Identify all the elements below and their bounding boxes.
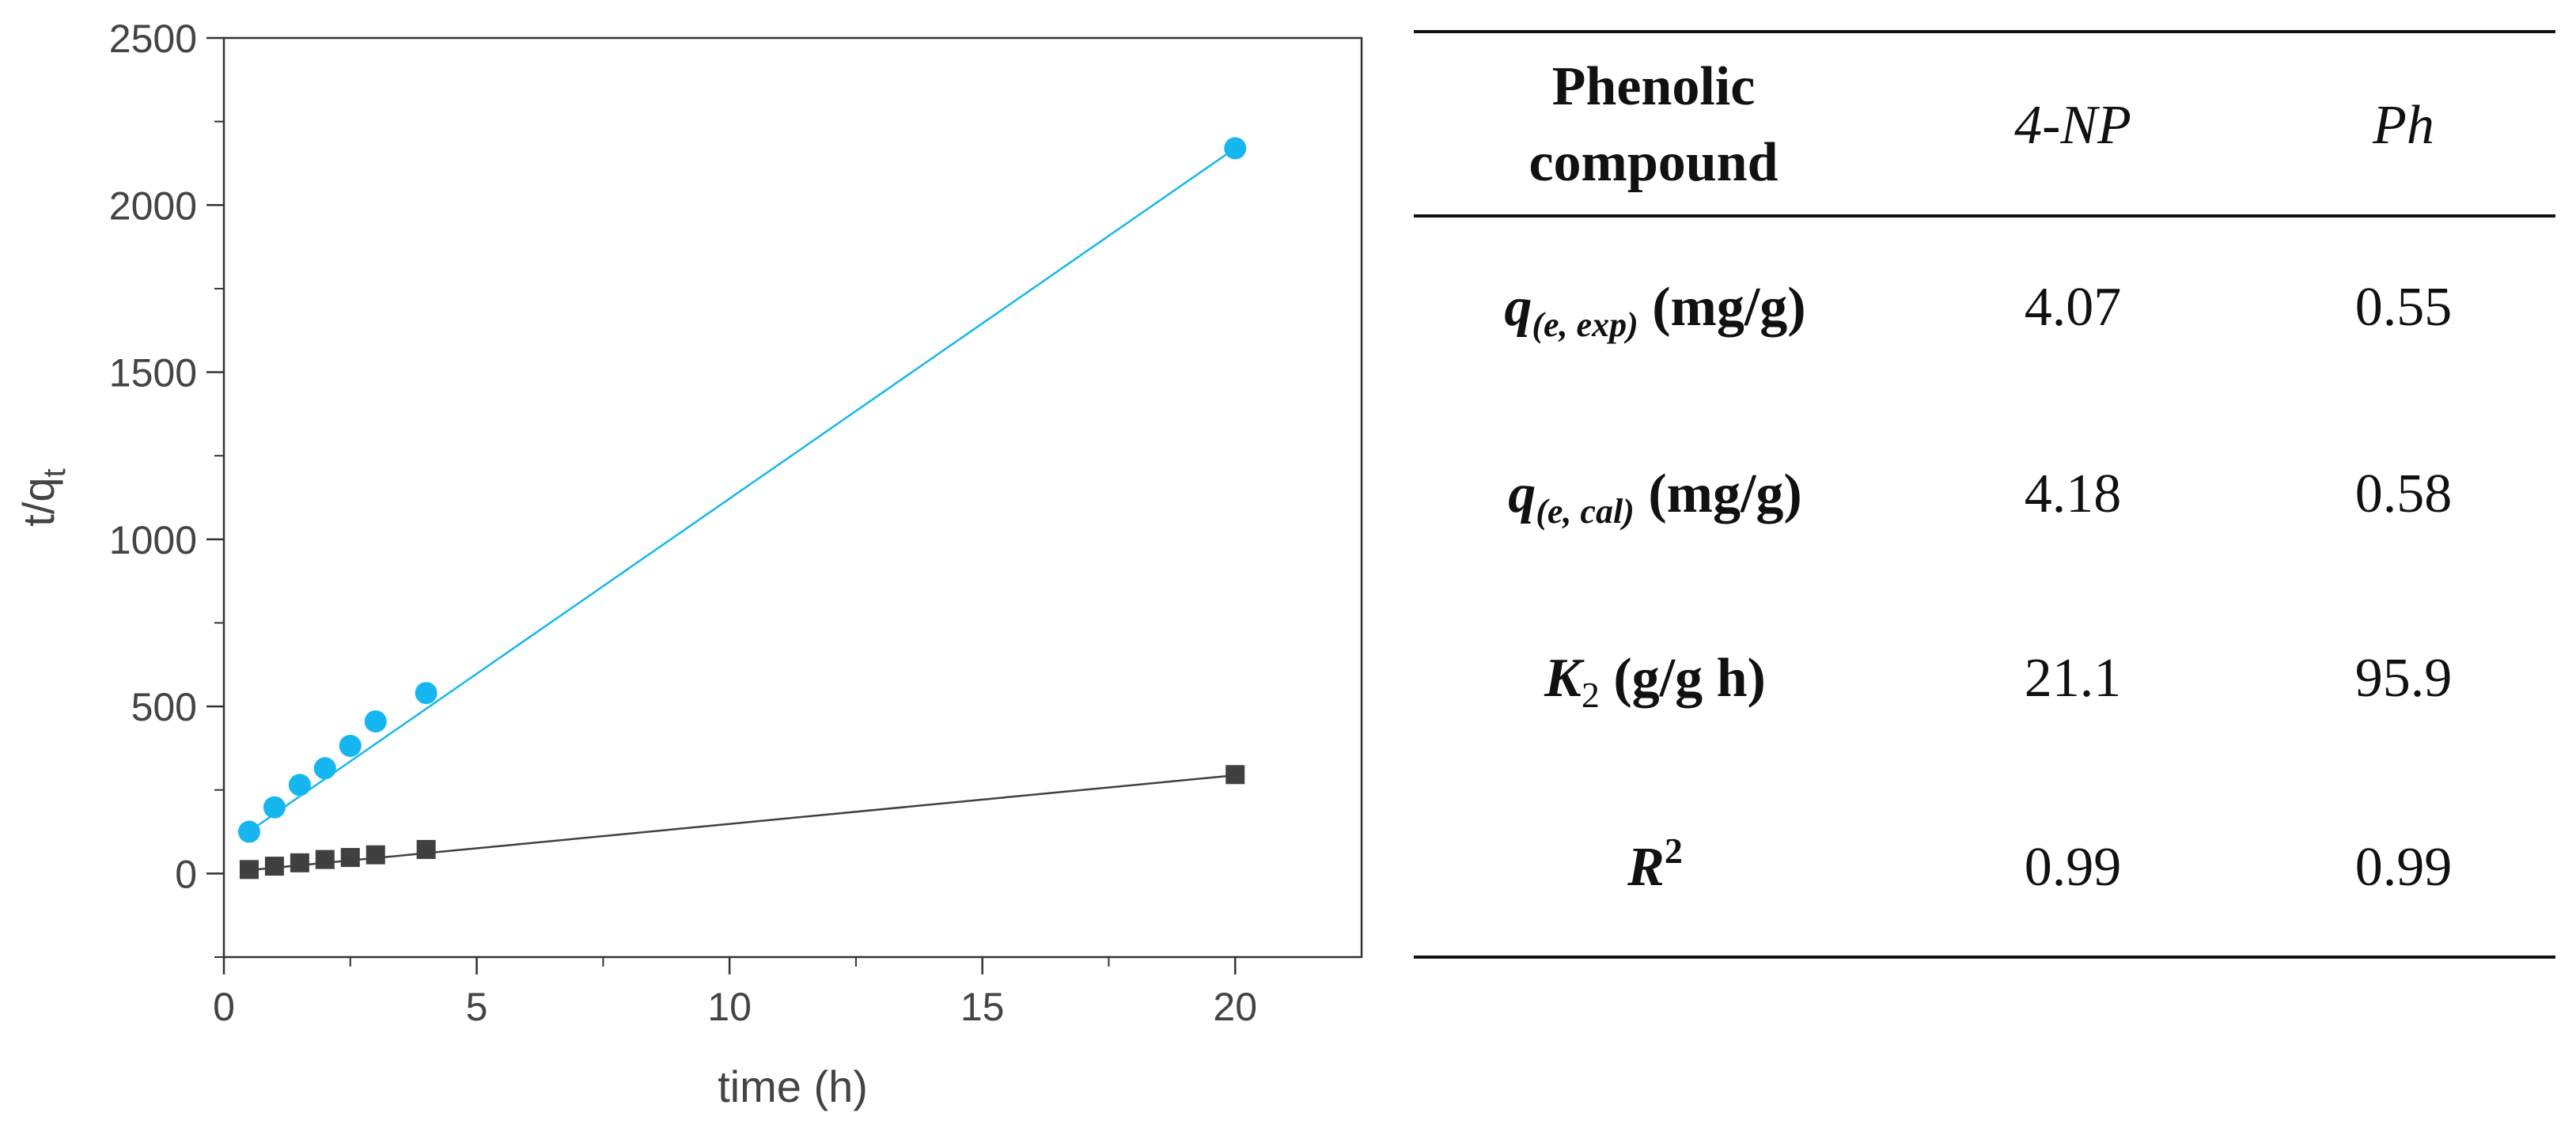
- kinetics-chart: 0 5 10 15 20 0 500 1000 1500 2000 2500 time (h) t/…: [13, 17, 1363, 1111]
- row-symbol: q: [1508, 464, 1536, 524]
- cell-ph-k2: 95.9: [2355, 648, 2453, 709]
- data-point-circle: [364, 710, 387, 733]
- plot-frame: [222, 36, 1363, 959]
- data-point-square: [315, 850, 335, 869]
- cell-4np-r2: 0.99: [2025, 837, 2122, 898]
- fit-line: [248, 147, 1236, 833]
- row-unit: (mg/g): [1635, 464, 1802, 524]
- y-tick-label: 0: [175, 852, 197, 896]
- y-tick-label: 2500: [109, 17, 197, 61]
- data-point-square: [1225, 765, 1245, 785]
- row-label-q-e-exp: q(e, exp) (mg/g): [1504, 277, 1805, 344]
- data-point-circle: [339, 734, 362, 757]
- y-tick-label: 2000: [109, 184, 197, 228]
- data-point-square: [239, 860, 259, 880]
- row-symbol: R: [1627, 837, 1665, 898]
- row-label-q-e-cal: q(e, cal) (mg/g): [1508, 464, 1801, 531]
- kinetics-table: Phenolic compound 4-NP Ph q(e, exp) (mg/…: [1414, 30, 2555, 959]
- row-subscript: 2: [1582, 675, 1600, 715]
- x-axis-label: time (h): [718, 1061, 868, 1111]
- data-point-square: [416, 839, 436, 859]
- data-markers: [237, 137, 1247, 880]
- row-subscript: (e, exp): [1532, 305, 1638, 344]
- x-tick-label: 0: [213, 985, 235, 1029]
- y-axis-label-main: t/q: [13, 477, 63, 526]
- row-unit: (g/g h): [1600, 648, 1766, 709]
- data-point-circle: [263, 796, 286, 819]
- fit-lines: [248, 147, 1236, 872]
- data-point-square: [264, 857, 284, 876]
- cell-ph-q-e-cal: 0.58: [2355, 464, 2453, 524]
- row-unit: (mg/g): [1638, 277, 1806, 338]
- header-phenolic: Phenolic: [1552, 56, 1756, 117]
- cell-ph-q-e-exp: 0.55: [2355, 277, 2453, 338]
- cell-4np-k2: 21.1: [2025, 648, 2122, 709]
- x-tick-label: 15: [960, 985, 1005, 1029]
- data-point-circle: [237, 820, 260, 843]
- header-compound: compound: [1529, 132, 1778, 193]
- cell-ph-r2: 0.99: [2355, 837, 2453, 898]
- x-tick-label: 10: [707, 985, 752, 1029]
- fit-line: [248, 774, 1236, 872]
- cell-4np-q-e-cal: 4.18: [2025, 464, 2122, 524]
- row-label-r2: R2: [1627, 831, 1683, 898]
- y-tick-label: 1500: [109, 351, 197, 395]
- header-4np: 4-NP: [2014, 95, 2131, 156]
- row-label-k2: K2 (g/g h): [1544, 648, 1766, 715]
- data-point-circle: [415, 682, 438, 705]
- y-tick-label: 500: [131, 685, 197, 729]
- y-axis-label: t/qt: [13, 468, 72, 526]
- x-tick-label: 5: [466, 985, 488, 1029]
- axis-ticks: 0 5 10 15 20 0 500 1000 1500 2000 2500: [109, 17, 1257, 1029]
- y-axis-label-sub: t: [37, 468, 72, 477]
- data-point-circle: [288, 774, 311, 797]
- row-subscript: (e, cal): [1536, 492, 1635, 531]
- cell-4np-q-e-exp: 4.07: [2025, 277, 2122, 338]
- data-point-square: [366, 845, 385, 865]
- x-tick-label: 20: [1213, 985, 1257, 1029]
- data-point-circle: [1224, 137, 1247, 160]
- data-point-circle: [313, 757, 336, 780]
- data-point-square: [340, 848, 360, 868]
- y-tick-label: 1000: [109, 518, 197, 562]
- row-superscript: 2: [1665, 831, 1683, 871]
- data-point-square: [290, 853, 309, 872]
- row-symbol: K: [1544, 648, 1585, 709]
- header-ph: Ph: [2372, 95, 2434, 156]
- row-symbol: q: [1504, 277, 1532, 338]
